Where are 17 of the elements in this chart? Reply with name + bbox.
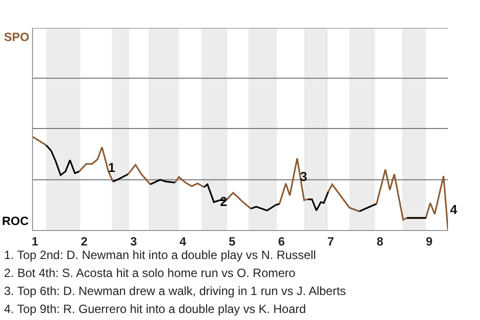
x-tick-label: 3	[130, 234, 138, 248]
annotation: 1	[108, 160, 116, 175]
annotation: 4	[450, 202, 458, 217]
text: 3. Top 6th: D. Newman drew a walk, driving in 1 run vs J. Alberts	[4, 284, 346, 298]
text: SPO	[4, 30, 30, 44]
x-tick-label: 7	[327, 234, 334, 248]
text: 2. Bot 4th: S. Acosta hit a solo home run vs O. Romero	[4, 266, 296, 280]
x-tick-label: 8	[376, 234, 384, 248]
text: ROC	[2, 214, 29, 228]
text: 1. Top 2nd: D. Newman hit into a double play vs N. Russell	[4, 248, 316, 262]
x-tick-label: 9	[426, 234, 433, 248]
x-tick-label: 4	[179, 234, 186, 248]
x-tick-label: 5	[228, 234, 236, 248]
x-tick-label: 6	[278, 234, 286, 248]
x-tick-label: 1	[32, 234, 39, 248]
text: 4. Top 9th: R. Guerrero hit into a double play vs K. Hoard	[4, 302, 306, 316]
x-tick-label: 2	[80, 234, 88, 248]
